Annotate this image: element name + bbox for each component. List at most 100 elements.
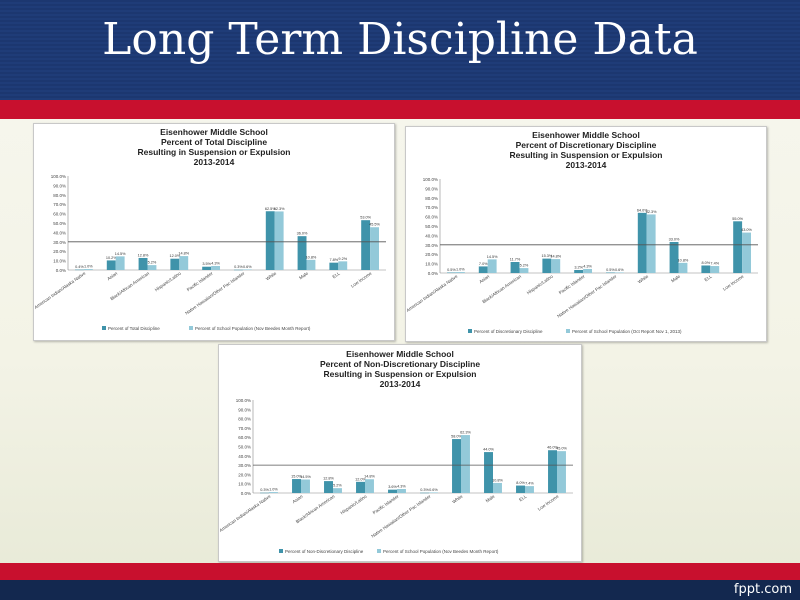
bar (74, 269, 84, 271)
data-label: 14.5% (300, 475, 311, 479)
bar (574, 269, 584, 273)
data-label: 7.8% (330, 258, 339, 262)
category-label: Pacific Islander (186, 270, 214, 292)
category-label: ELL (331, 270, 341, 279)
y-tick-label: 70.0% (53, 202, 66, 207)
bar (356, 481, 365, 493)
category-label: Asian (478, 273, 490, 284)
bar (365, 479, 374, 493)
data-label: 44.0% (483, 448, 494, 452)
data-label: 53.0% (360, 216, 371, 220)
legend-entry: Percent of School Population (Nov Beedes… (195, 326, 311, 331)
bar (265, 211, 275, 270)
data-label: 14.5% (115, 252, 126, 256)
category-label: ELL (703, 273, 713, 282)
bar (516, 485, 525, 493)
bar (487, 259, 497, 273)
bar (701, 265, 711, 273)
chart-title-line: 2013-2014 (566, 160, 607, 170)
chart-title-line: Eisenhower Middle School (346, 349, 454, 359)
bar (329, 262, 339, 270)
data-label: 58.0% (451, 435, 462, 439)
y-tick-label: 80.0% (425, 196, 438, 201)
data-label: 10.2% (106, 256, 117, 260)
data-label: 1.0% (269, 488, 278, 492)
data-label: 45.5% (369, 223, 380, 227)
legend-swatch (279, 549, 283, 553)
y-tick-label: 50.0% (53, 221, 66, 226)
y-tick-label: 40.0% (238, 454, 251, 459)
y-tick-label: 20.0% (238, 472, 251, 477)
data-label: 5.2% (333, 484, 342, 488)
bar (388, 489, 397, 493)
bar (138, 257, 148, 270)
data-label: 7.4% (710, 262, 719, 266)
footer-bar (0, 580, 800, 600)
bar (274, 211, 284, 270)
bar (211, 265, 221, 270)
bar (338, 261, 348, 270)
legend-swatch (468, 329, 472, 333)
y-tick-label: 0.0% (241, 491, 251, 496)
category-label: Asian (291, 493, 303, 504)
bar (301, 479, 310, 493)
data-label: 14.5% (487, 255, 498, 259)
legend-entry: Percent of Discretionary Discipline (474, 329, 543, 334)
legend-entry: Percent of Total Discipline (108, 326, 160, 331)
y-tick-label: 0.0% (56, 268, 66, 273)
data-label: 0.6% (243, 265, 252, 269)
bar (519, 268, 529, 273)
data-label: 7.4% (525, 482, 534, 486)
category-label: Male (670, 273, 681, 283)
bar (420, 492, 429, 494)
bar (202, 266, 212, 270)
bar (646, 214, 656, 273)
y-tick-label: 30.0% (425, 243, 438, 248)
category-label: American Indian/Alaska Native (406, 273, 459, 313)
bar (179, 256, 189, 270)
bar (233, 269, 243, 271)
y-tick-label: 60.0% (425, 215, 438, 220)
y-tick-label: 70.0% (238, 426, 251, 431)
data-label: 5.2% (148, 261, 157, 265)
chart-title-line: Resulting in Suspension or Expulsion (509, 150, 662, 160)
legend-entry: Percent of School Population (Nov Beedes… (383, 549, 499, 554)
category-label: Low Income (350, 270, 373, 288)
data-label: 4.3% (211, 261, 220, 265)
data-label: 64.0% (637, 208, 648, 212)
data-label: 15.0% (291, 475, 302, 479)
y-tick-label: 40.0% (425, 233, 438, 238)
legend-swatch (189, 326, 193, 330)
y-tick-label: 100.0% (51, 174, 66, 179)
y-tick-label: 50.0% (425, 224, 438, 229)
bar (525, 486, 534, 493)
bar (170, 258, 180, 270)
chart-title-line: Resulting in Suspension or Expulsion (323, 369, 476, 379)
data-label: 7.0% (479, 262, 488, 266)
category-label: American Indian/Alaska Native (34, 270, 87, 310)
data-label: 10.8% (678, 258, 689, 262)
bar (478, 266, 488, 273)
data-label: 10.8% (492, 478, 503, 482)
legend-swatch (566, 329, 570, 333)
y-tick-label: 20.0% (53, 249, 66, 254)
category-label: White (451, 493, 464, 504)
category-label: American Indian/Alaska Native (219, 493, 272, 533)
title-banner (0, 0, 800, 100)
y-tick-label: 90.0% (53, 183, 66, 188)
data-label: 14.8% (364, 475, 375, 479)
category-label: Asian (106, 270, 118, 281)
category-label: Low Income (537, 493, 560, 511)
category-label: Native Hawaiian/Other Pac Islander (556, 273, 618, 318)
data-label: 0.3% (420, 488, 429, 492)
data-label: 12.0% (169, 254, 180, 258)
category-label: Native Hawaiian/Other Pac Islander (184, 270, 246, 315)
chart-panel-total: Eisenhower Middle School Percent of Total… (33, 123, 395, 341)
y-tick-label: 40.0% (53, 230, 66, 235)
bar (306, 259, 316, 270)
bar (446, 272, 456, 274)
bar (557, 451, 566, 493)
data-label: 3.5% (202, 262, 211, 266)
bar (115, 256, 125, 270)
data-label: 3.2% (574, 265, 583, 269)
